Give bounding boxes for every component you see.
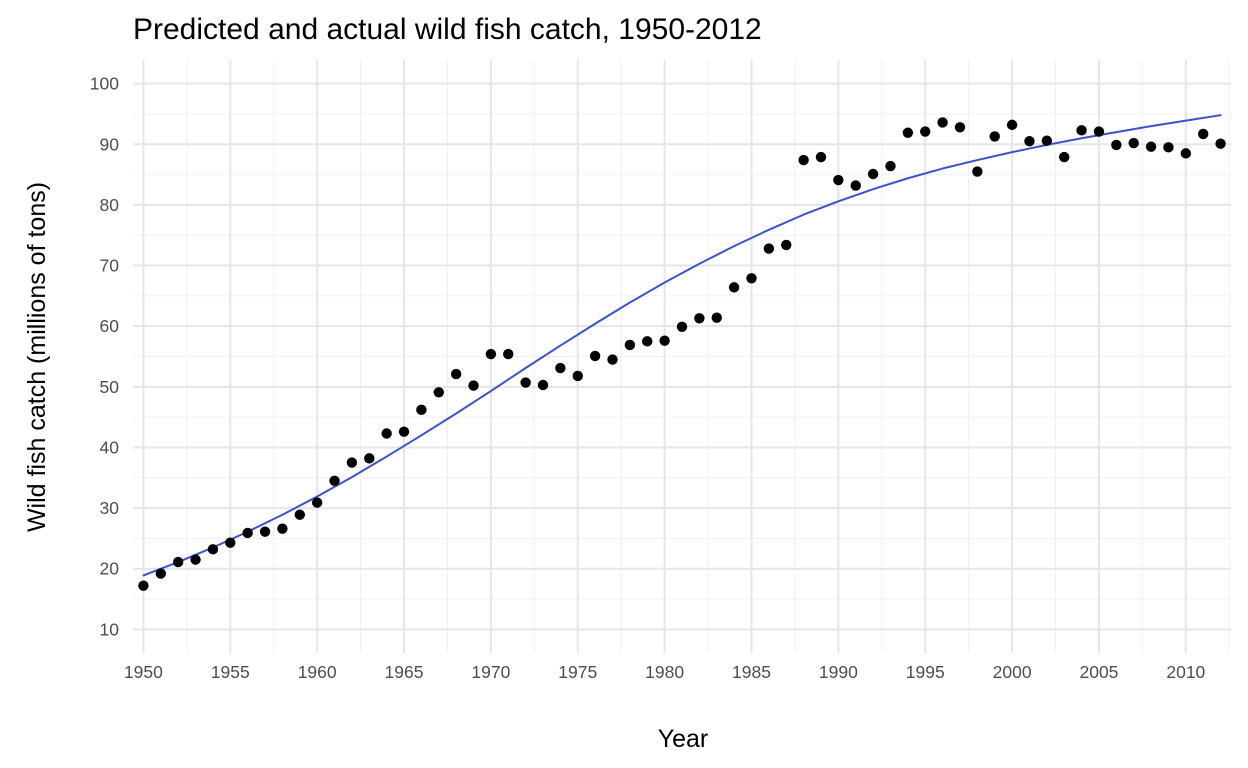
data-point [1041, 135, 1053, 146]
data-point [1180, 148, 1192, 159]
data-point [1111, 139, 1122, 151]
data-point [937, 117, 948, 128]
x-tick-label: 1955 [211, 662, 250, 682]
data-point [1024, 136, 1035, 147]
x-tick-label: 1970 [471, 662, 510, 682]
x-tick-label: 1965 [385, 662, 424, 682]
data-point [885, 160, 896, 172]
data-point [1145, 141, 1157, 152]
x-tick-label: 1980 [645, 662, 684, 682]
y-tick-label: 30 [100, 498, 120, 518]
data-point [259, 526, 271, 537]
data-point [485, 348, 497, 360]
data-point [138, 580, 149, 591]
data-point [624, 339, 636, 351]
data-point [589, 350, 601, 362]
data-point [555, 362, 566, 374]
data-point [694, 313, 705, 324]
data-point [416, 404, 427, 416]
data-point [867, 168, 879, 180]
major-gridlines [133, 60, 1231, 653]
data-point [1006, 119, 1018, 131]
data-point [798, 154, 809, 166]
data-point [242, 527, 253, 539]
data-point [503, 348, 514, 360]
data-point [190, 554, 201, 565]
y-tick-label: 10 [100, 619, 120, 639]
chart-title: Predicted and actual wild fish catch, 19… [133, 13, 762, 46]
x-tick-label: 1985 [732, 662, 771, 682]
x-tick-label: 1960 [298, 662, 337, 682]
x-axis-ticks: 1950 1955 1960 1965 1970 1975 1980 1985 1990 1995… [124, 662, 1206, 682]
data-point [520, 377, 531, 388]
y-tick-label: 90 [100, 134, 120, 154]
data-point [364, 453, 375, 464]
data-point [676, 321, 688, 332]
fitted-curve-line [142, 114, 1222, 577]
data-point [398, 426, 410, 437]
data-point [989, 131, 1000, 142]
x-tick-label: 1975 [558, 662, 597, 682]
y-tick-label: 20 [100, 559, 120, 579]
data-point [155, 568, 166, 579]
data-point [815, 151, 827, 163]
y-tick-label: 60 [100, 316, 120, 336]
data-point [1093, 126, 1105, 137]
data-point [607, 354, 618, 365]
data-point [277, 523, 288, 534]
data-point [711, 312, 722, 323]
data-point [972, 166, 983, 177]
x-axis-title: Year [658, 725, 709, 753]
minor-gridlines [133, 60, 1231, 653]
fitted-curve-layer [142, 114, 1222, 577]
data-point [1076, 125, 1087, 136]
y-axis-ticks: 10 20 30 40 50 60 70 80 90 100 [90, 74, 119, 640]
data-point [468, 380, 479, 391]
data-point [381, 428, 392, 439]
data-point [1163, 142, 1174, 153]
data-point [311, 497, 323, 508]
data-point [433, 387, 444, 398]
y-tick-label: 100 [90, 74, 119, 94]
data-point [833, 174, 844, 186]
y-tick-label: 70 [100, 256, 120, 276]
data-point [225, 537, 236, 548]
x-tick-label: 2000 [993, 662, 1032, 682]
data-point [207, 544, 219, 555]
data-point [1128, 137, 1139, 149]
data-point [329, 475, 340, 486]
data-point [728, 282, 740, 293]
data-points-layer [138, 117, 1226, 591]
y-tick-label: 50 [100, 377, 120, 397]
x-tick-label: 1995 [906, 662, 945, 682]
data-point [572, 370, 583, 382]
data-point [1215, 138, 1226, 149]
data-point [537, 379, 549, 391]
x-tick-label: 2005 [1079, 662, 1118, 682]
data-point [954, 122, 966, 133]
data-point [172, 556, 184, 568]
data-point [642, 336, 653, 347]
data-point [346, 457, 358, 468]
x-tick-label: 2010 [1166, 662, 1205, 682]
y-tick-label: 40 [100, 437, 120, 457]
data-point [450, 368, 462, 380]
data-point [746, 273, 757, 284]
data-point [1198, 128, 1209, 140]
data-point [659, 335, 670, 346]
data-point [294, 509, 305, 520]
data-point [1059, 151, 1070, 163]
x-tick-label: 1950 [124, 662, 163, 682]
y-tick-label: 80 [100, 195, 120, 215]
data-point [850, 180, 861, 191]
y-axis-title: Wild fish catch (millions of tons) [23, 182, 51, 532]
data-point [763, 243, 775, 254]
data-point [920, 126, 931, 137]
x-tick-label: 1990 [819, 662, 858, 682]
data-point [781, 239, 792, 251]
data-point [902, 127, 914, 138]
